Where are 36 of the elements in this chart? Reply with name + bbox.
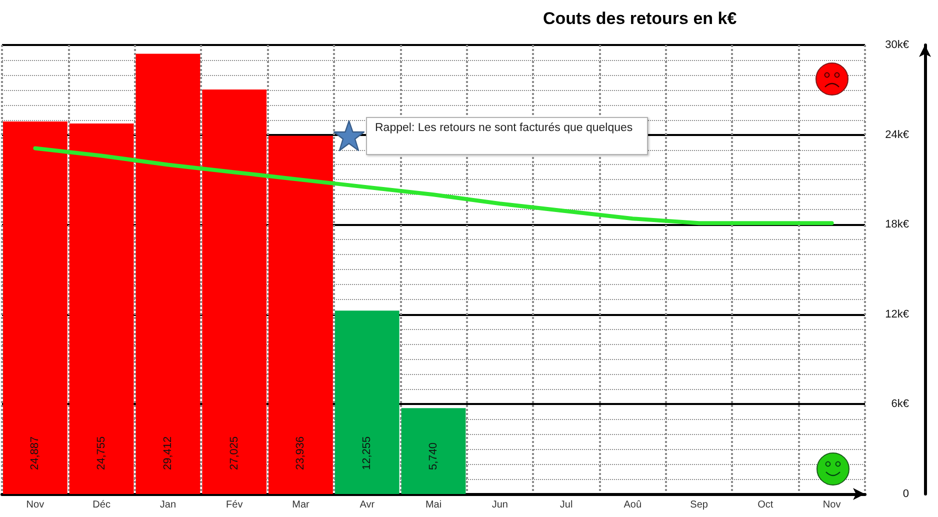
x-tick-label: Jul [560, 500, 573, 510]
data-label: 5,740 [428, 442, 440, 470]
x-tick-label: Nov [822, 500, 841, 510]
x-tick-label: Jun [492, 500, 508, 510]
bar [401, 408, 466, 494]
bar [202, 90, 267, 494]
data-label: 27,025 [228, 436, 240, 470]
y-tick-label: 6k€ [891, 398, 909, 410]
y-tick-label: 0 [902, 488, 909, 500]
x-tick-label: Avr [360, 500, 376, 510]
x-tick-label: Déc [92, 500, 110, 510]
data-label: 23,936 [294, 436, 307, 470]
x-tick-label: Sep [690, 500, 708, 510]
y-tick-label: 30k€ [885, 39, 909, 51]
bar [268, 136, 333, 494]
annotation: Rappel: Les retours ne sont facturés que quelques [366, 117, 648, 155]
x-tick-label: Oct [758, 500, 774, 510]
data-label: 29,412 [162, 436, 174, 470]
chart-title: Couts des retours en k€ [543, 9, 738, 28]
bar [2, 122, 68, 494]
data-label: 24,755 [96, 436, 108, 470]
y-tick-label: 12k€ [885, 308, 909, 320]
bar [69, 124, 134, 494]
x-tick-label: Fév [226, 500, 243, 510]
x-tick-label: Nov [26, 500, 44, 510]
x-tick-label: Mar [292, 500, 310, 510]
bar [334, 310, 400, 494]
y-tick-label: 24k€ [885, 128, 909, 141]
data-label: 12,255 [361, 436, 374, 470]
bar [136, 54, 200, 494]
x-tick-label: Aoû [624, 500, 642, 510]
line-series [33, 146, 834, 226]
x-tick-label: Jan [160, 500, 176, 510]
x-tick-label: Mai [425, 500, 442, 510]
data-label: 24,887 [29, 436, 42, 470]
y-tick-label: 18k€ [885, 218, 909, 231]
